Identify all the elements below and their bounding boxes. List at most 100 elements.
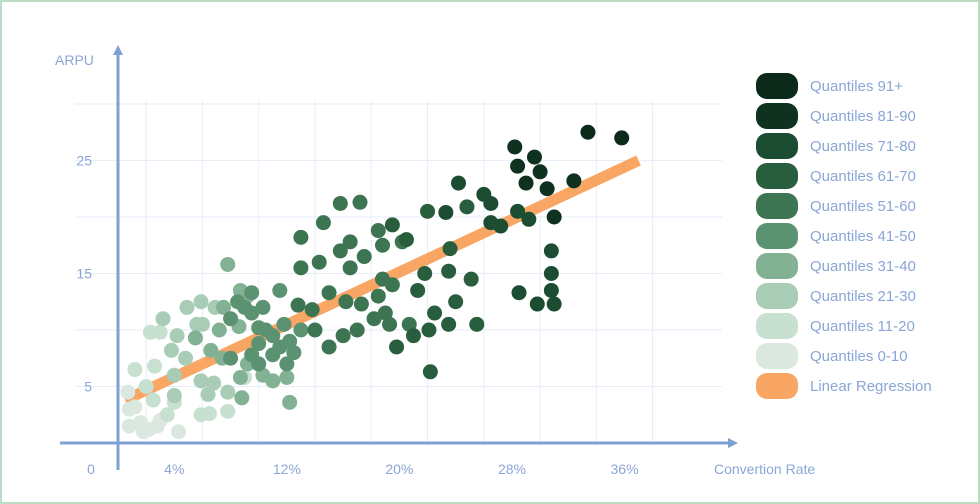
data-point <box>265 347 281 363</box>
y-tick-label: 15 <box>76 266 92 282</box>
data-point <box>450 175 466 191</box>
y-axis-label: ARPU <box>55 52 94 68</box>
x-tick-label: 4% <box>164 461 184 477</box>
legend-label: Quantiles 41-50 <box>810 228 916 245</box>
data-point <box>223 350 239 366</box>
data-point <box>276 316 292 332</box>
data-point <box>286 345 302 361</box>
data-point <box>206 375 222 391</box>
data-point <box>529 296 545 312</box>
data-point <box>441 263 457 279</box>
data-point <box>421 322 437 338</box>
data-point <box>311 254 327 270</box>
data-point <box>463 271 479 287</box>
data-point <box>384 217 400 233</box>
data-point <box>211 322 227 338</box>
data-point <box>332 195 348 211</box>
data-point <box>200 386 216 402</box>
y-tick-label: 5 <box>84 379 92 395</box>
legend-swatch <box>756 373 798 399</box>
data-point <box>141 421 157 437</box>
legend-swatch <box>756 163 798 189</box>
data-point <box>304 302 320 318</box>
data-point <box>203 342 219 358</box>
data-point <box>441 316 457 332</box>
legend-label: Linear Regression <box>810 378 932 395</box>
points-layer <box>120 124 630 440</box>
x-tick-label: 28% <box>498 461 526 477</box>
data-point <box>265 328 281 344</box>
legend-swatch <box>756 193 798 219</box>
data-point <box>169 328 185 344</box>
data-point <box>405 328 421 344</box>
data-point <box>370 288 386 304</box>
data-point <box>511 285 527 301</box>
data-point <box>614 130 630 146</box>
data-point <box>382 316 398 332</box>
axes: ARPU Convertion Rate 0 4% 12% 20% 28% 36% 5 15 25 <box>55 45 815 477</box>
data-point <box>152 324 168 340</box>
legend-label: Quantiles 0-10 <box>810 348 908 365</box>
data-point <box>384 277 400 293</box>
legend-item: Linear Regression <box>756 373 932 399</box>
data-point <box>230 294 246 310</box>
legend-label: Quantiles 81-90 <box>810 108 916 125</box>
data-point <box>377 305 393 321</box>
data-point <box>507 139 523 155</box>
data-point <box>518 175 534 191</box>
legend-label: Quantiles 21-30 <box>810 288 916 305</box>
data-point <box>469 316 485 332</box>
data-point <box>187 330 203 346</box>
data-point <box>370 223 386 239</box>
legend-swatch <box>756 283 798 309</box>
data-point <box>332 243 348 259</box>
data-point <box>543 243 559 259</box>
data-point <box>442 241 458 257</box>
data-point <box>546 209 562 225</box>
data-point <box>171 424 187 440</box>
data-point <box>566 173 582 189</box>
data-point <box>521 211 537 227</box>
data-point <box>526 149 542 165</box>
data-point <box>120 384 136 400</box>
legend-item: Quantiles 71-80 <box>756 133 916 159</box>
data-point <box>539 181 555 197</box>
data-point <box>251 320 267 336</box>
data-point <box>338 294 354 310</box>
legend-item: Quantiles 51-60 <box>756 193 916 219</box>
legend-label: Quantiles 31-40 <box>810 258 916 275</box>
data-point <box>422 364 438 380</box>
data-point <box>410 282 426 298</box>
legend-item: Quantiles 31-40 <box>756 253 916 279</box>
data-point <box>193 294 209 310</box>
legend-item: Quantiles 91+ <box>756 73 903 99</box>
data-point <box>223 311 239 327</box>
data-point <box>543 266 559 281</box>
data-point <box>163 342 179 358</box>
legend-item: Quantiles 81-90 <box>756 103 916 129</box>
data-point <box>232 369 248 385</box>
data-point <box>279 369 295 385</box>
data-point <box>389 339 405 355</box>
data-point <box>279 356 295 372</box>
data-point <box>147 358 163 374</box>
data-point <box>166 388 182 404</box>
data-point <box>179 299 195 315</box>
data-point <box>532 164 548 180</box>
data-point <box>349 322 365 338</box>
data-point <box>290 297 306 313</box>
x-tick-label: 0 <box>87 461 95 477</box>
data-point <box>510 203 526 219</box>
data-point <box>244 285 260 301</box>
data-point <box>335 328 351 344</box>
data-point <box>375 237 391 253</box>
data-point <box>220 403 236 419</box>
legend-swatch <box>756 133 798 159</box>
data-point <box>145 392 161 408</box>
legend-item: Quantiles 21-30 <box>756 283 916 309</box>
legend-swatch <box>756 223 798 249</box>
data-point <box>282 394 298 410</box>
data-point <box>459 199 475 215</box>
legend-swatch <box>756 253 798 279</box>
data-point <box>251 336 267 352</box>
